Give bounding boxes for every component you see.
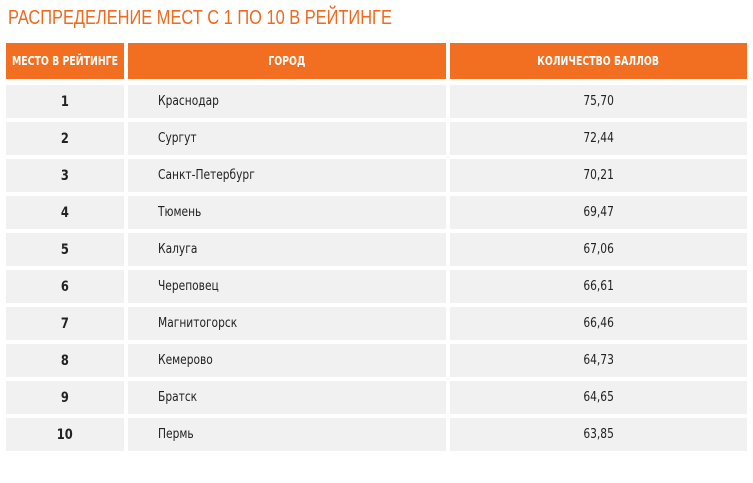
score-cell: 64,73 [450, 344, 747, 377]
place-value: 6 [61, 278, 69, 295]
place-cell: 4 [6, 196, 124, 229]
table-body: 1 Краснодар 75,70 2 Сургут 72,44 3 Санкт… [6, 85, 747, 451]
table-row: 1 Краснодар 75,70 [6, 85, 747, 118]
city-value: Пермь [158, 427, 194, 442]
score-value: 70,21 [583, 168, 614, 183]
ranking-table: МЕСТО В РЕЙТИНГЕ ГОРОД КОЛИЧЕСТВО БАЛЛОВ… [6, 43, 747, 455]
score-cell: 70,21 [450, 159, 747, 192]
score-value: 72,44 [583, 131, 614, 146]
place-cell: 5 [6, 233, 124, 266]
table-row: 4 Тюмень 69,47 [6, 196, 747, 229]
table-row: 5 Калуга 67,06 [6, 233, 747, 266]
city-cell: Санкт-Петербург [128, 159, 446, 192]
score-value: 64,73 [583, 353, 614, 368]
city-value: Краснодар [158, 94, 219, 109]
place-value: 8 [61, 352, 69, 369]
city-value: Череповец [158, 279, 219, 294]
table-header: МЕСТО В РЕЙТИНГЕ ГОРОД КОЛИЧЕСТВО БАЛЛОВ [6, 43, 747, 79]
table-row: 6 Череповец 66,61 [6, 270, 747, 303]
place-value: 3 [61, 167, 69, 184]
place-value: 9 [61, 389, 69, 406]
place-cell: 9 [6, 381, 124, 414]
table-row: 7 Магнитогорск 66,46 [6, 307, 747, 340]
place-cell: 2 [6, 122, 124, 155]
score-value: 64,65 [583, 390, 614, 405]
city-cell: Пермь [128, 418, 446, 451]
score-cell: 69,47 [450, 196, 747, 229]
city-value: Братск [158, 390, 198, 405]
place-cell: 6 [6, 270, 124, 303]
score-value: 75,70 [583, 94, 614, 109]
column-header-city: ГОРОД [128, 43, 446, 79]
column-header-score-label: КОЛИЧЕСТВО БАЛЛОВ [537, 54, 660, 68]
column-header-place-label: МЕСТО В РЕЙТИНГЕ [11, 54, 119, 68]
place-value: 5 [61, 241, 69, 258]
city-value: Сургут [158, 131, 197, 146]
place-value: 7 [61, 315, 69, 332]
city-cell: Тюмень [128, 196, 446, 229]
table-row: 8 Кемерово 64,73 [6, 344, 747, 377]
place-cell: 8 [6, 344, 124, 377]
score-cell: 66,46 [450, 307, 747, 340]
place-value: 2 [61, 130, 69, 147]
score-cell: 72,44 [450, 122, 747, 155]
city-value: Тюмень [158, 205, 202, 220]
place-value: 4 [61, 204, 69, 221]
score-cell: 64,65 [450, 381, 747, 414]
place-value: 1 [61, 93, 69, 110]
score-value: 69,47 [583, 205, 614, 220]
table-row: 3 Санкт-Петербург 70,21 [6, 159, 747, 192]
city-cell: Магнитогорск [128, 307, 446, 340]
column-header-score: КОЛИЧЕСТВО БАЛЛОВ [450, 43, 747, 79]
city-value: Санкт-Петербург [158, 168, 255, 183]
place-cell: 1 [6, 85, 124, 118]
column-header-city-label: ГОРОД [268, 54, 306, 68]
page-title: РАСПРЕДЕЛЕНИЕ МЕСТ С 1 ПО 10 В РЕЙТИНГЕ [8, 7, 392, 29]
city-cell: Кемерово [128, 344, 446, 377]
city-cell: Калуга [128, 233, 446, 266]
table-row: 10 Пермь 63,85 [6, 418, 747, 451]
city-cell: Сургут [128, 122, 446, 155]
place-value: 10 [57, 426, 73, 443]
city-cell: Братск [128, 381, 446, 414]
city-value: Калуга [158, 242, 198, 257]
table-row: 2 Сургут 72,44 [6, 122, 747, 155]
city-cell: Череповец [128, 270, 446, 303]
place-cell: 7 [6, 307, 124, 340]
city-value: Кемерово [158, 353, 213, 368]
place-cell: 10 [6, 418, 124, 451]
score-value: 66,46 [583, 316, 614, 331]
score-value: 63,85 [583, 427, 614, 442]
score-cell: 67,06 [450, 233, 747, 266]
score-cell: 66,61 [450, 270, 747, 303]
column-header-place: МЕСТО В РЕЙТИНГЕ [6, 43, 124, 79]
score-cell: 75,70 [450, 85, 747, 118]
score-value: 67,06 [583, 242, 614, 257]
table-row: 9 Братск 64,65 [6, 381, 747, 414]
place-cell: 3 [6, 159, 124, 192]
city-cell: Краснодар [128, 85, 446, 118]
score-cell: 63,85 [450, 418, 747, 451]
city-value: Магнитогорск [158, 316, 238, 331]
score-value: 66,61 [583, 279, 614, 294]
